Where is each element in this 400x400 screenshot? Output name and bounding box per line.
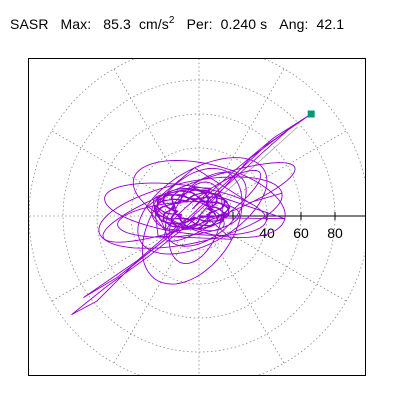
per-label: Per: — [186, 16, 213, 32]
max-unit: cm/s — [138, 16, 169, 32]
orbit-trace-core — [153, 188, 231, 230]
grid-spoke — [113, 215, 200, 364]
peak-direction-line — [198, 126, 298, 217]
per-value: 0.240 s — [220, 16, 268, 32]
grid-spoke — [198, 68, 285, 217]
axis-tick-label: 80 — [327, 225, 343, 241]
orbit-trace — [71, 113, 312, 315]
axis-tick-label: 40 — [259, 225, 275, 241]
max-unit-exponent: 2 — [168, 15, 175, 26]
plot-frame: 40 60 80 — [28, 58, 366, 376]
peak-marker — [307, 110, 315, 118]
polar-plot: 40 60 80 — [29, 59, 365, 375]
max-value: 85.3 — [103, 16, 131, 32]
grid-spoke — [51, 130, 200, 217]
ang-label: Ang: — [279, 16, 309, 32]
header-bar: SASR Max: 85.3 cm/s2 Per: 0.240 s Ang: 4… — [10, 16, 344, 38]
grid-spoke — [198, 130, 347, 217]
ang-value: 42.1 — [316, 16, 345, 32]
station-name: SASR — [10, 16, 49, 32]
axis-tick-label: 60 — [293, 225, 309, 241]
max-label: Max: — [60, 16, 92, 32]
